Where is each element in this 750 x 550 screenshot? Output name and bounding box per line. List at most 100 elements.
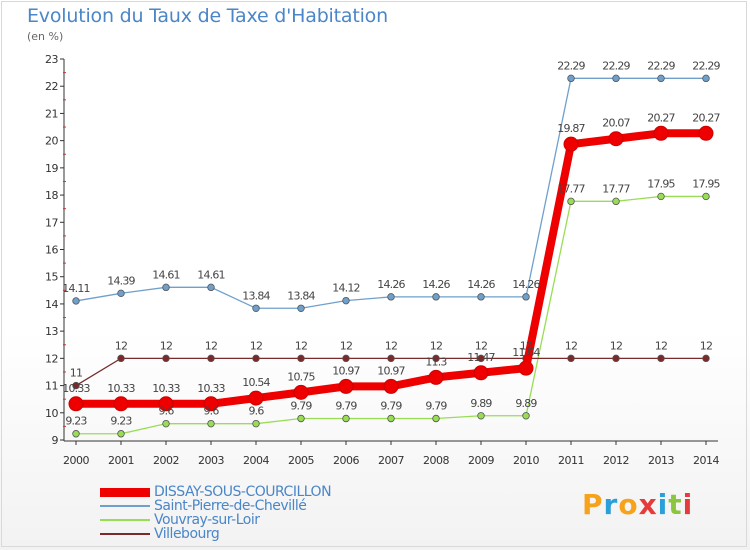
y-tick-label: 10 <box>45 407 58 420</box>
legend-label: DISSAY-SOUS-COURCILLON <box>154 484 332 500</box>
data-point-dissay-sous-courcillon <box>473 365 489 381</box>
data-label-dissay-sous-courcillon: 11.64 <box>512 346 540 359</box>
data-label-dissay-sous-courcillon: 10.97 <box>332 364 360 377</box>
data-label-villebourg: 12 <box>430 339 442 352</box>
data-label-villebourg: 11 <box>70 367 82 380</box>
data-point-dissay-sous-courcillon <box>518 360 534 376</box>
data-point-vouvray-sur-loir <box>72 430 80 438</box>
y-tick-label: 16 <box>45 244 58 257</box>
data-point-vouvray-sur-loir <box>252 419 260 428</box>
legend-swatch <box>100 533 150 535</box>
data-label-saint-pierre-de-chevill: 13.84 <box>287 289 315 302</box>
data-label-saint-pierre-de-chevill: 14.26 <box>422 278 450 291</box>
data-label-vouvray-sur-loir: 9.79 <box>425 400 447 413</box>
y-tick-label: 22 <box>45 80 58 93</box>
data-label-dissay-sous-courcillon: 19.87 <box>557 122 585 135</box>
x-tick-label: 2003 <box>198 454 224 467</box>
legend-swatch <box>100 488 150 497</box>
data-point-villebourg <box>567 354 575 363</box>
logo-letter: r <box>603 488 619 521</box>
data-point-saint-pierre-de-chevill <box>567 74 575 83</box>
y-tick-label: 17 <box>45 216 58 229</box>
y-tick-label: 19 <box>45 162 58 175</box>
data-point-saint-pierre-de-chevill <box>612 74 620 83</box>
data-label-villebourg: 12 <box>520 339 532 352</box>
data-point-vouvray-sur-loir <box>297 414 305 423</box>
data-label-vouvray-sur-loir: 9.79 <box>380 400 402 413</box>
data-point-villebourg <box>207 354 215 363</box>
data-point-dissay-sous-courcillon <box>113 396 129 412</box>
y-tick-label: 11 <box>45 380 58 393</box>
data-label-saint-pierre-de-chevill: 22.29 <box>647 59 675 72</box>
data-label-dissay-sous-courcillon: 10.33 <box>197 382 225 395</box>
x-tick-label: 2013 <box>648 454 674 467</box>
logo-letter: P <box>582 488 604 521</box>
data-point-saint-pierre-de-chevill <box>387 293 395 301</box>
x-tick-label: 2006 <box>333 454 359 467</box>
data-label-villebourg: 12 <box>340 339 352 352</box>
legend-label: Vouvray-sur-Loir <box>154 512 260 528</box>
data-point-dissay-sous-courcillon <box>338 378 354 394</box>
data-label-vouvray-sur-loir: 9.89 <box>515 397 537 410</box>
x-tick-label: 2005 <box>288 454 314 467</box>
data-point-dissay-sous-courcillon <box>248 390 264 406</box>
data-point-villebourg <box>477 354 485 363</box>
data-label-saint-pierre-de-chevill: 14.26 <box>467 278 495 291</box>
data-label-saint-pierre-de-chevill: 14.39 <box>107 274 135 287</box>
logo-letter: o <box>618 488 639 521</box>
data-label-dissay-sous-courcillon: 10.33 <box>62 382 90 395</box>
data-point-vouvray-sur-loir <box>387 414 395 423</box>
data-point-dissay-sous-courcillon <box>653 125 669 141</box>
y-tick-label: 9 <box>52 434 59 447</box>
data-point-vouvray-sur-loir <box>432 414 440 423</box>
x-tick-label: 2011 <box>558 454 584 467</box>
y-tick-label: 12 <box>45 352 58 365</box>
data-point-vouvray-sur-loir <box>522 412 530 420</box>
logo-letter: x <box>638 488 658 521</box>
data-point-saint-pierre-de-chevill <box>342 296 350 305</box>
data-point-vouvray-sur-loir <box>477 412 485 420</box>
data-point-villebourg <box>657 354 665 363</box>
data-label-villebourg: 12 <box>565 339 577 352</box>
data-label-dissay-sous-courcillon: 11.3 <box>425 355 447 368</box>
data-point-dissay-sous-courcillon <box>383 378 399 394</box>
data-label-villebourg: 12 <box>160 339 172 352</box>
logo-letter: i <box>657 488 669 521</box>
data-label-villebourg: 12 <box>475 339 487 352</box>
x-tick-label: 2000 <box>63 454 89 467</box>
data-point-saint-pierre-de-chevill <box>477 293 485 301</box>
data-label-vouvray-sur-loir: 9.23 <box>65 415 87 428</box>
data-label-dissay-sous-courcillon: 10.97 <box>377 364 405 377</box>
data-point-dissay-sous-courcillon <box>293 384 309 400</box>
data-point-villebourg <box>432 354 440 363</box>
data-point-villebourg <box>387 354 395 363</box>
data-point-saint-pierre-de-chevill <box>657 74 665 83</box>
legend-swatch <box>100 519 150 521</box>
data-point-villebourg <box>117 354 125 363</box>
data-label-saint-pierre-de-chevill: 14.61 <box>152 268 180 281</box>
data-point-saint-pierre-de-chevill <box>162 283 170 292</box>
data-label-vouvray-sur-loir: 9.6 <box>158 405 174 418</box>
data-point-villebourg <box>162 354 170 363</box>
x-tick-label: 2008 <box>423 454 449 467</box>
data-point-vouvray-sur-loir <box>567 197 575 206</box>
y-tick-label: 18 <box>45 189 58 202</box>
data-label-saint-pierre-de-chevill: 22.29 <box>557 59 585 72</box>
data-label-saint-pierre-de-chevill: 14.11 <box>62 282 90 295</box>
data-point-villebourg <box>72 381 80 390</box>
legend-swatch <box>100 505 150 507</box>
data-label-vouvray-sur-loir: 9.6 <box>248 405 264 418</box>
data-label-dissay-sous-courcillon: 10.75 <box>287 370 315 383</box>
data-label-villebourg: 12 <box>115 339 127 352</box>
data-label-dissay-sous-courcillon: 20.27 <box>647 111 675 124</box>
data-label-villebourg: 12 <box>385 339 397 352</box>
data-point-villebourg <box>702 354 710 363</box>
y-tick-label: 15 <box>45 271 58 284</box>
data-label-vouvray-sur-loir: 9.79 <box>290 400 312 413</box>
data-label-dissay-sous-courcillon: 11.47 <box>467 351 495 364</box>
data-label-vouvray-sur-loir: 9.6 <box>203 405 219 418</box>
data-point-vouvray-sur-loir <box>657 192 665 201</box>
y-tick-label: 21 <box>45 107 58 120</box>
chart-unit-label: (en %) <box>27 30 64 43</box>
